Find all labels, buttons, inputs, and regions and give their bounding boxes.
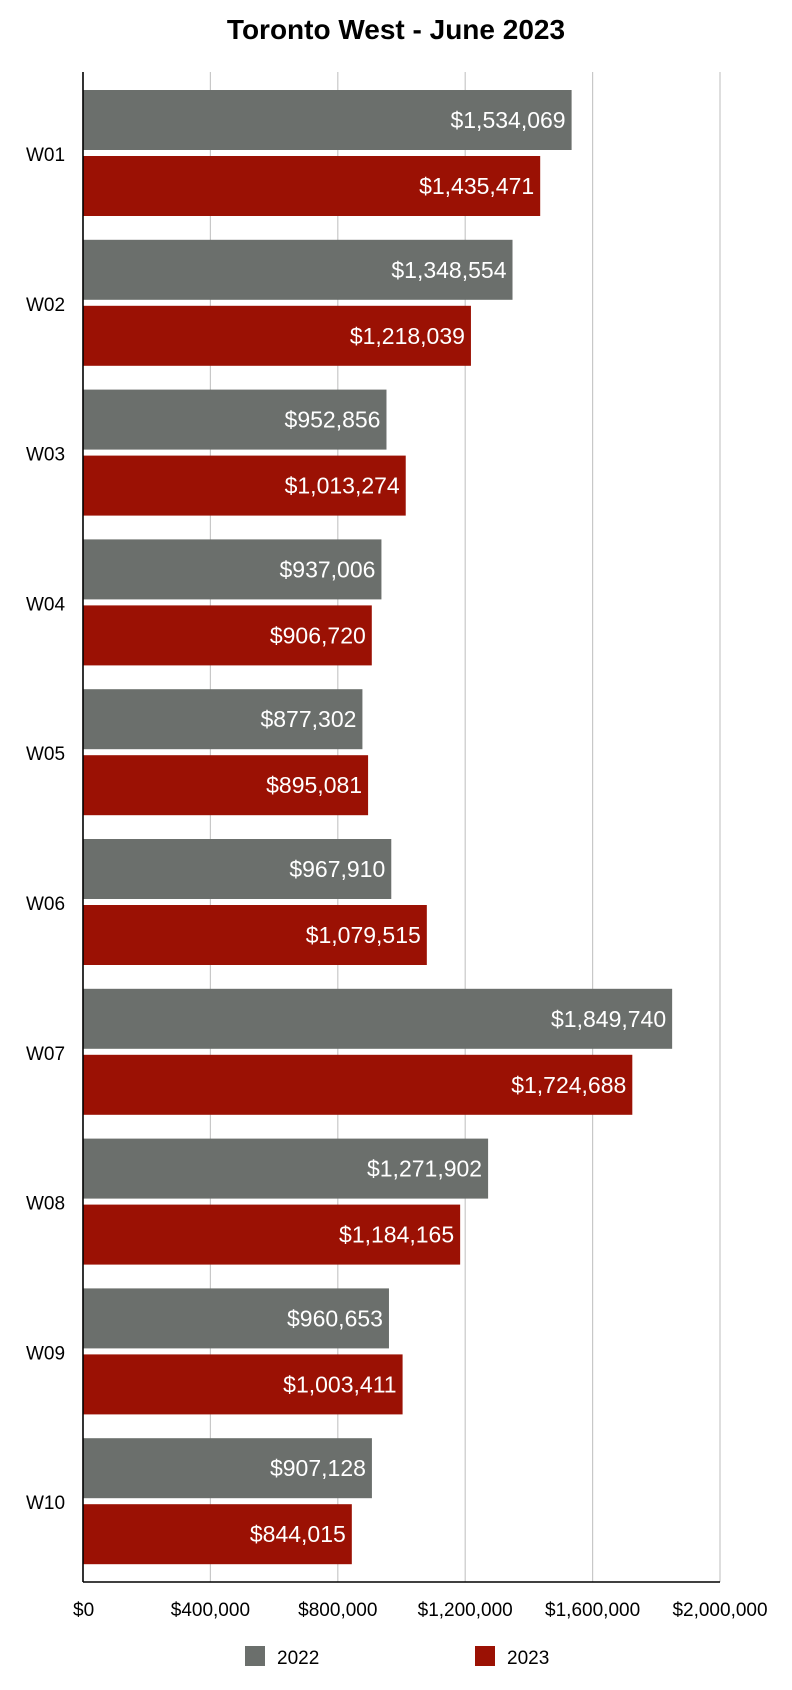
data-label: $1,724,688	[511, 1072, 626, 1098]
bar-2023-W03	[83, 455, 406, 516]
x-tick-label: $400,000	[171, 1600, 250, 1621]
category-label: W07	[26, 1044, 65, 1065]
data-label: $895,081	[266, 772, 362, 798]
x-tick-label: $1,200,000	[418, 1600, 513, 1621]
category-label: W10	[26, 1493, 65, 1514]
category-label: W05	[26, 744, 65, 765]
data-label: $877,302	[260, 706, 356, 732]
data-labels: $1,534,069 $1,435,471 $1,348,554 $1,218,039…	[250, 107, 666, 1547]
data-label: $1,013,274	[285, 473, 400, 499]
data-label: $960,653	[287, 1305, 383, 1331]
axes: W01 W02 W03 W04 W05 W06 W07 W08 W09 W10 $0 $400,000…	[26, 72, 768, 1621]
data-label: $1,849,740	[551, 1006, 666, 1032]
legend-swatch-2022	[245, 1646, 265, 1666]
bars	[83, 90, 673, 1565]
x-tick-label: $2,000,000	[672, 1600, 767, 1621]
category-label: W06	[26, 894, 65, 915]
bar-2022-W04	[83, 539, 382, 600]
data-label: $952,856	[285, 407, 381, 433]
data-label: $1,271,902	[367, 1156, 482, 1182]
legend-label-2022: 2022	[277, 1648, 319, 1669]
data-label: $1,184,165	[339, 1222, 454, 1248]
bar-2022-W10	[83, 1438, 372, 1499]
data-label: $907,128	[270, 1455, 366, 1481]
bar-2023-W02	[83, 305, 471, 366]
data-label: $1,534,069	[450, 107, 565, 133]
category-label: W02	[26, 295, 65, 316]
category-label: W01	[26, 145, 65, 166]
bar-2023-W05	[83, 755, 369, 816]
legend-label-2023: 2023	[507, 1648, 549, 1669]
x-tick-label: $0	[73, 1600, 94, 1621]
category-label: W04	[26, 594, 66, 615]
data-label: $1,435,471	[419, 173, 534, 199]
bar-2023-W01	[83, 156, 541, 216]
chart-title: Toronto West - June 2023	[226, 14, 566, 45]
bar-2023-W07	[83, 1054, 633, 1115]
bar-2022-W07	[83, 988, 673, 1049]
bar-2023-W04	[83, 605, 372, 666]
data-label: $1,348,554	[391, 257, 506, 283]
x-tick-label: $1,600,000	[545, 1600, 640, 1621]
data-label: $967,910	[289, 856, 385, 882]
legend-swatch-2023	[475, 1646, 495, 1666]
data-label: $906,720	[270, 622, 366, 648]
data-label: $1,079,515	[306, 922, 421, 948]
data-label: $1,218,039	[350, 323, 465, 349]
category-label: W08	[26, 1194, 65, 1215]
x-tick-label: $800,000	[298, 1600, 377, 1621]
bar-2023-W10	[83, 1504, 352, 1565]
bar-2022-W01	[83, 90, 572, 150]
bar-2023-W08	[83, 1204, 461, 1265]
data-label: $937,006	[279, 556, 375, 582]
category-label: W09	[26, 1343, 65, 1364]
data-label: $1,003,411	[283, 1371, 396, 1397]
bar-2022-W09	[83, 1288, 389, 1349]
bar-2022-W05	[83, 689, 363, 750]
bar-2022-W03	[83, 389, 387, 450]
bar-2022-W06	[83, 839, 392, 899]
bar-2023-W09	[83, 1354, 403, 1415]
data-label: $844,015	[250, 1521, 346, 1547]
bar-2023-W06	[83, 905, 427, 965]
legend: 2022 2023	[245, 1646, 549, 1669]
bar-2022-W08	[83, 1138, 489, 1199]
category-label: W03	[26, 445, 65, 466]
bar-2022-W02	[83, 239, 513, 300]
